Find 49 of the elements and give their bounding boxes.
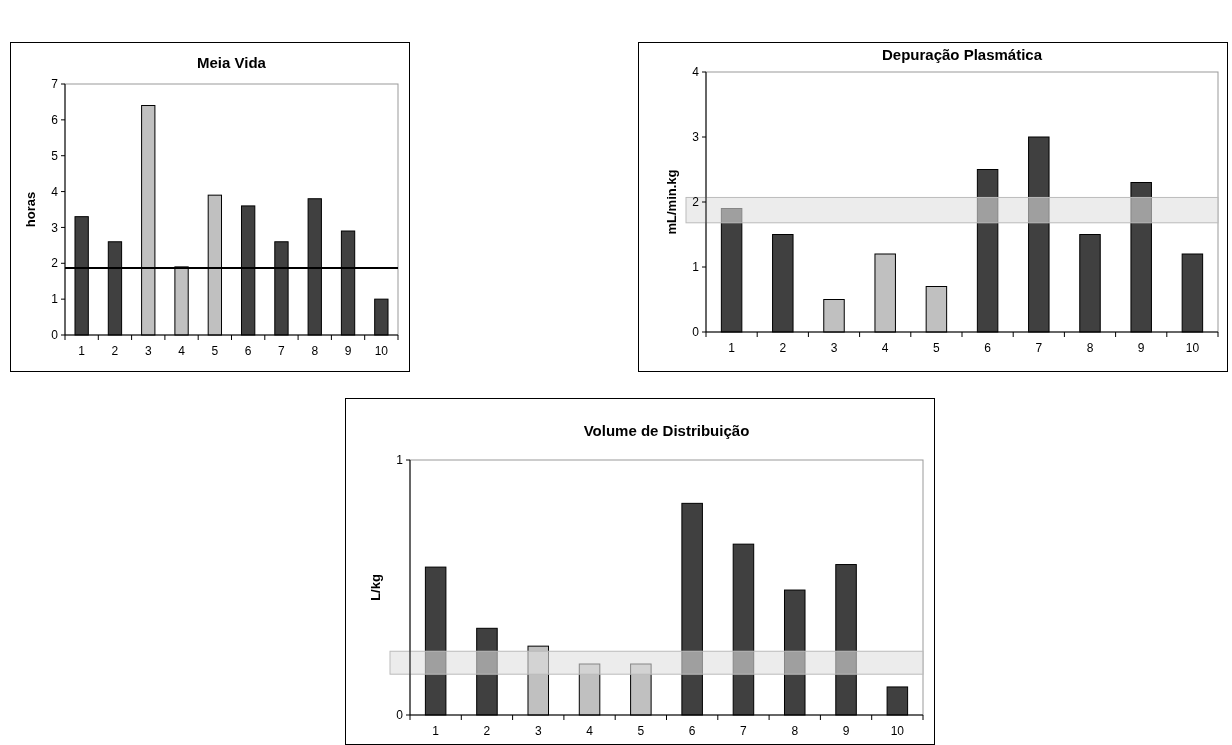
x-tick-label: 8 <box>311 344 319 358</box>
x-tick-label: 3 <box>144 344 152 358</box>
y-tick-label: 7 <box>51 77 59 92</box>
x-tick-label: 1 <box>432 724 440 738</box>
x-tick-label: 5 <box>637 724 645 738</box>
chart-title: Meia Vida <box>197 54 267 71</box>
y-tick-label: 3 <box>51 220 59 235</box>
y-tick-label: 5 <box>51 148 59 163</box>
x-tick-label: 2 <box>779 341 787 355</box>
x-tick-label: 9 <box>344 344 352 358</box>
x-tick-label: 3 <box>830 341 838 355</box>
x-tick-label: 10 <box>890 724 905 738</box>
x-tick-label: 6 <box>244 344 252 358</box>
x-tick-label: 1 <box>728 341 736 355</box>
x-tick-label: 2 <box>483 724 491 738</box>
x-tick-label: 7 <box>1035 341 1043 355</box>
y-tick-label: 2 <box>692 195 700 210</box>
x-tick-label: 10 <box>374 344 389 358</box>
y-tick-label: 1 <box>51 292 59 307</box>
x-tick-label: 5 <box>211 344 219 358</box>
chart-title: Volume de Distribuição <box>583 422 750 439</box>
y-axis-title: mL/min.kg <box>664 169 679 235</box>
x-tick-label: 10 <box>1185 341 1200 355</box>
y-tick-label: 4 <box>51 184 59 199</box>
y-axis-title: L/kg <box>368 574 383 601</box>
y-tick-label: 4 <box>692 65 700 80</box>
x-tick-label: 3 <box>534 724 542 738</box>
x-tick-label: 6 <box>984 341 992 355</box>
y-axis-title: horas <box>23 191 38 228</box>
x-tick-label: 4 <box>586 724 594 738</box>
y-tick-label: 0 <box>396 708 404 723</box>
y-tick-label: 2 <box>51 256 59 271</box>
x-tick-label: 7 <box>740 724 748 738</box>
y-tick-label: 6 <box>51 113 59 128</box>
x-tick-label: 9 <box>1137 341 1145 355</box>
x-tick-label: 4 <box>881 341 889 355</box>
x-tick-label: 5 <box>933 341 941 355</box>
chart-title: Depuração Plasmática <box>881 46 1043 63</box>
y-tick-label: 1 <box>692 260 700 275</box>
y-tick-label: 3 <box>692 130 700 145</box>
x-tick-label: 7 <box>278 344 286 358</box>
x-tick-label: 4 <box>178 344 186 358</box>
y-tick-label: 0 <box>692 325 700 340</box>
x-tick-label: 8 <box>791 724 799 738</box>
x-tick-label: 2 <box>111 344 119 358</box>
y-tick-label: 0 <box>51 328 59 343</box>
x-tick-label: 9 <box>842 724 850 738</box>
x-tick-label: 8 <box>1086 341 1094 355</box>
x-tick-label: 1 <box>78 344 86 358</box>
